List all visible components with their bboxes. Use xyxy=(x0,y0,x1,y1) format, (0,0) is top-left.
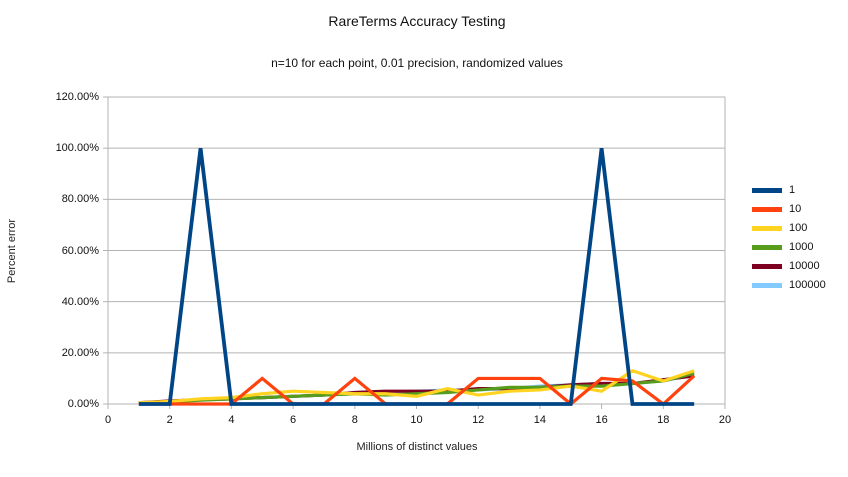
legend-item-10: 10 xyxy=(752,203,826,215)
legend-label: 1000 xyxy=(789,241,814,253)
legend-item-1: 1 xyxy=(752,184,826,196)
y-tick-label: 100.00% xyxy=(55,142,99,155)
legend-swatch-icon xyxy=(752,187,782,193)
chart-title: RareTerms Accuracy Testing xyxy=(328,13,506,29)
legend-swatch-icon xyxy=(752,263,782,269)
legend-swatch-icon xyxy=(752,244,782,250)
legend-swatch-icon xyxy=(752,206,782,212)
y-tick-label: 80.00% xyxy=(61,193,99,206)
legend: 1 10 100 1000 10000 100000 xyxy=(752,184,826,291)
x-axis-title: Millions of distinct values xyxy=(356,441,478,453)
x-tick-label: 12 xyxy=(472,414,485,426)
legend-swatch-icon xyxy=(752,282,782,288)
y-tick-label: 40.00% xyxy=(61,295,99,308)
series-line-100 xyxy=(138,368,695,405)
legend-item-1000: 1000 xyxy=(752,241,826,253)
x-tick-label: 2 xyxy=(166,414,173,426)
chart-subtitle: n=10 for each point, 0.01 precision, ran… xyxy=(271,56,563,70)
x-tick-label: 10 xyxy=(410,414,423,426)
x-tick-label: 16 xyxy=(595,414,608,426)
x-tick-label: 0 xyxy=(104,414,112,426)
legend-item-10000: 10000 xyxy=(752,260,826,272)
x-tick-label: 4 xyxy=(228,414,235,426)
legend-label: 1 xyxy=(789,184,796,196)
x-tick-label: 8 xyxy=(351,414,358,426)
x-tick-label: 14 xyxy=(533,414,547,426)
y-tick-label: 0.00% xyxy=(67,398,99,410)
legend-label: 100 xyxy=(789,222,808,234)
legend-swatch-icon xyxy=(752,225,782,231)
y-tick-label: 60.00% xyxy=(61,244,99,257)
legend-item-100: 100 xyxy=(752,222,826,234)
legend-label: 100000 xyxy=(789,279,826,291)
y-tick-label: 20.00% xyxy=(61,346,99,359)
x-tick-label: 6 xyxy=(290,414,297,426)
x-tick-label: 18 xyxy=(657,414,670,426)
y-tick-label: 120.00% xyxy=(55,91,99,103)
series-line-1 xyxy=(138,147,695,406)
x-tick-label: 20 xyxy=(718,414,732,426)
legend-item-100000: 100000 xyxy=(752,279,826,291)
legend-label: 10000 xyxy=(789,260,820,272)
legend-label: 10 xyxy=(789,203,802,215)
